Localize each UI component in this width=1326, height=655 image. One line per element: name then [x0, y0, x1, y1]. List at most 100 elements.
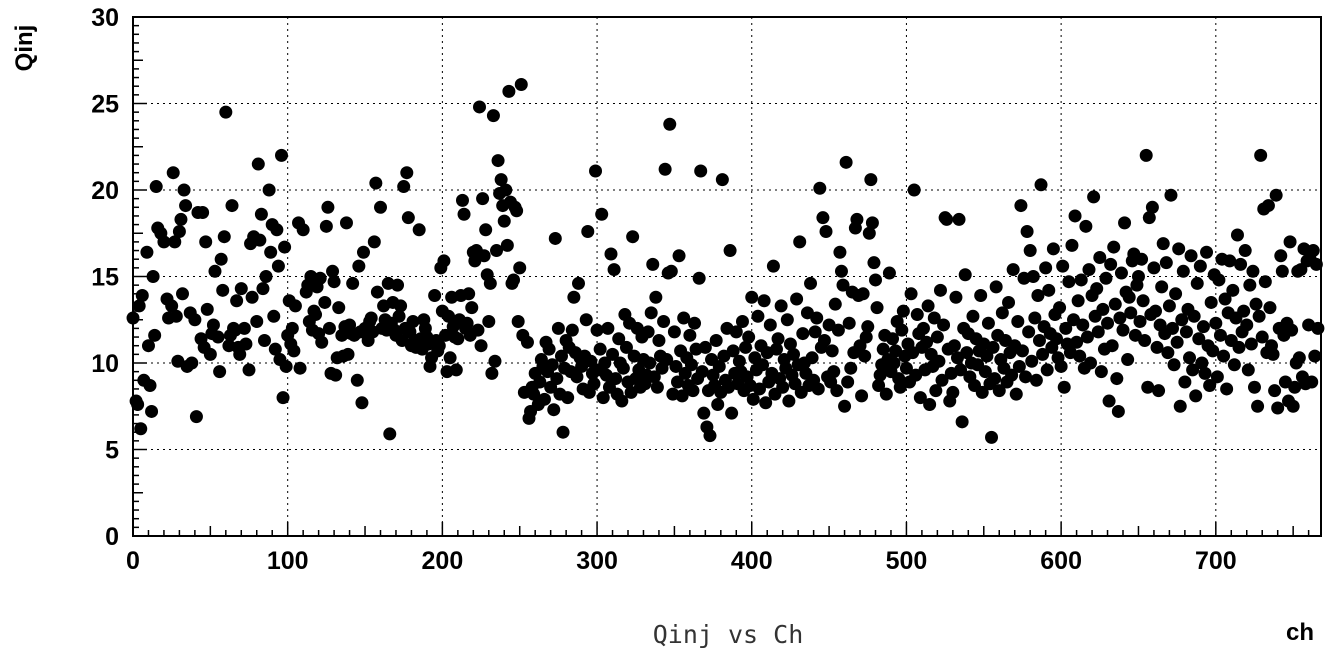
data-point — [251, 157, 265, 171]
data-point — [1192, 332, 1206, 346]
data-point — [309, 308, 323, 322]
data-point — [185, 356, 199, 370]
data-point — [494, 173, 508, 187]
data-point — [327, 275, 341, 289]
data-point — [1116, 323, 1130, 337]
data-point — [1220, 382, 1234, 396]
data-point — [1292, 351, 1306, 365]
data-point — [626, 230, 640, 244]
data-point — [352, 259, 366, 273]
data-point — [296, 223, 310, 237]
data-point — [861, 320, 875, 334]
data-point — [598, 356, 612, 370]
data-point — [804, 276, 818, 290]
data-point — [587, 377, 601, 391]
data-point — [947, 339, 961, 353]
data-point — [157, 235, 171, 249]
data-point — [1190, 276, 1204, 290]
data-point — [1121, 353, 1135, 367]
data-point — [259, 270, 273, 283]
data-point — [923, 398, 937, 412]
data-point — [547, 403, 561, 417]
data-point — [479, 223, 493, 237]
data-point — [392, 309, 406, 323]
data-point — [146, 270, 160, 283]
data-point — [412, 223, 426, 237]
data-point — [1196, 320, 1210, 334]
data-point — [268, 342, 282, 356]
data-point — [490, 244, 504, 258]
data-point — [989, 280, 1003, 294]
data-point — [172, 225, 186, 239]
data-point — [932, 354, 946, 368]
data-point — [1138, 334, 1152, 348]
data-point — [930, 330, 944, 344]
data-point — [1057, 380, 1071, 394]
data-point — [500, 238, 514, 252]
data-point — [763, 318, 777, 332]
data-point — [1184, 249, 1198, 263]
data-point — [882, 266, 896, 280]
data-point — [514, 77, 528, 91]
data-point — [1206, 344, 1220, 358]
data-point — [1091, 325, 1105, 339]
data-point — [1164, 188, 1178, 202]
data-point — [135, 289, 149, 303]
data-point — [985, 430, 999, 444]
data-point — [995, 306, 1009, 320]
y-tick-labels: 0 5 10 15 20 25 30 — [91, 4, 119, 551]
data-point — [1042, 283, 1056, 297]
data-point — [873, 368, 887, 382]
data-point — [601, 321, 615, 335]
data-point — [275, 148, 288, 162]
data-point — [612, 332, 626, 346]
data-point — [834, 264, 848, 278]
data-point — [615, 394, 629, 408]
data-point — [981, 316, 995, 330]
data-point — [606, 347, 620, 361]
data-point — [1227, 358, 1241, 372]
data-point — [864, 173, 878, 187]
x-tick-label: 700 — [1195, 547, 1237, 575]
data-point — [1311, 321, 1325, 335]
data-point — [1308, 349, 1322, 363]
data-point — [590, 323, 604, 337]
data-point — [816, 211, 830, 225]
data-point — [1111, 404, 1125, 418]
data-point — [986, 340, 1000, 354]
data-point — [341, 347, 355, 361]
data-point — [250, 314, 264, 328]
data-point — [214, 252, 228, 266]
data-point — [1071, 294, 1085, 308]
data-point — [896, 304, 910, 318]
data-point — [1053, 301, 1067, 315]
x-tick-label: 200 — [422, 547, 464, 575]
data-point — [1217, 349, 1231, 363]
data-point — [165, 299, 179, 313]
data-point — [287, 344, 301, 358]
data-point — [391, 278, 405, 292]
data-point — [131, 398, 145, 412]
data-point — [646, 257, 660, 271]
data-point — [367, 235, 381, 249]
data-point — [483, 276, 497, 290]
data-point — [1152, 384, 1166, 398]
data-point — [1093, 250, 1107, 264]
data-point — [383, 427, 397, 441]
data-point — [1155, 280, 1169, 294]
data-point — [313, 271, 327, 285]
data-point — [1230, 228, 1244, 242]
data-point — [825, 344, 839, 358]
data-point — [643, 356, 657, 370]
data-point — [329, 368, 343, 382]
data-point — [667, 325, 681, 339]
data-point — [1020, 225, 1034, 239]
data-point — [904, 287, 918, 301]
data-point — [491, 154, 505, 168]
data-point — [1105, 339, 1119, 353]
data-point — [364, 311, 378, 325]
data-point — [886, 332, 900, 346]
data-point — [1193, 259, 1207, 273]
data-point — [805, 351, 819, 365]
